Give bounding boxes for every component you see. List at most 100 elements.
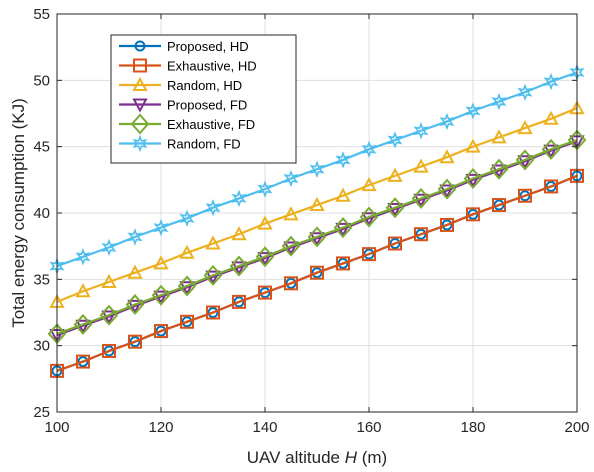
data-point-proposed-hd <box>441 219 453 231</box>
legend-item-exhaustive-fd: Exhaustive, FD <box>119 113 255 135</box>
data-point-random-fd <box>413 122 429 140</box>
data-point-exhaustive-hd <box>128 334 142 349</box>
data-point-exhaustive-fd <box>489 158 509 180</box>
data-point-random-fd <box>517 83 533 101</box>
data-point-random-fd <box>75 248 91 266</box>
data-point-exhaustive-hd <box>102 343 116 358</box>
data-point-proposed-hd <box>389 238 401 250</box>
data-point-exhaustive-fd <box>255 246 275 268</box>
y-tick-label: 40 <box>33 205 50 222</box>
data-point-exhaustive-fd <box>73 313 93 335</box>
y-tick-label: 55 <box>33 6 50 23</box>
data-point-random-hd <box>75 283 91 298</box>
legend-item-proposed-hd: Proposed, HD <box>119 39 249 54</box>
data-point-exhaustive-fd <box>281 235 301 257</box>
legend-item-random-fd: Random, FD <box>119 134 241 153</box>
data-point-exhaustive-fd <box>151 284 171 306</box>
data-point-random-fd <box>257 180 273 198</box>
data-point-random-hd <box>387 167 403 182</box>
data-point-exhaustive-hd <box>466 207 480 222</box>
data-point-random-hd <box>101 273 117 288</box>
legend-marker <box>132 98 148 113</box>
data-point-exhaustive-hd <box>388 236 402 251</box>
data-point-proposed-hd <box>519 190 531 202</box>
data-point-exhaustive-hd <box>76 354 90 369</box>
y-tick-label: 50 <box>33 72 50 89</box>
data-point-proposed-hd <box>311 267 323 279</box>
legend-marker <box>133 58 147 73</box>
x-tick-label: 200 <box>564 419 589 436</box>
data-point-exhaustive-hd <box>440 217 454 232</box>
legend: Proposed, HD Exhaustive, HD Random, HD Prop… <box>110 34 297 164</box>
data-point-proposed-hd <box>103 345 115 357</box>
data-point-exhaustive-hd <box>180 314 194 329</box>
data-point-proposed-hd <box>259 287 271 299</box>
data-point-exhaustive-fd <box>463 168 483 190</box>
data-point-exhaustive-fd <box>333 217 353 239</box>
data-point-random-hd <box>231 226 247 241</box>
legend-label: Exhaustive, HD <box>167 59 257 74</box>
series-line-random-hd <box>56 107 578 303</box>
data-point-exhaustive-hd <box>414 227 428 242</box>
data-point-random-fd <box>153 218 169 237</box>
series-line-random-fd <box>56 71 578 268</box>
data-point-proposed-hd <box>285 277 297 289</box>
data-point-proposed-hd <box>155 325 167 337</box>
legend-label: Random, FD <box>167 137 241 152</box>
legend-label: Exhaustive, FD <box>167 117 255 132</box>
x-axis-label: UAV altitude H (m) <box>247 448 387 467</box>
data-point-exhaustive-hd <box>336 256 350 271</box>
data-point-exhaustive-fd <box>515 149 535 171</box>
data-point-exhaustive-fd <box>359 206 379 228</box>
legend-item-proposed-fd: Proposed, FD <box>119 98 247 113</box>
legend-marker <box>132 76 148 91</box>
data-point-exhaustive-fd <box>177 275 197 297</box>
data-point-exhaustive-hd <box>154 324 168 339</box>
legend-label: Proposed, HD <box>167 39 249 54</box>
series-line-exhaustive-hd <box>56 174 578 372</box>
legend-marker <box>132 134 148 153</box>
data-point-random-hd <box>127 264 143 279</box>
data-point-exhaustive-fd <box>99 304 119 326</box>
data-point-exhaustive-fd <box>307 226 327 248</box>
data-point-random-hd <box>543 110 559 125</box>
legend-label: Random, HD <box>167 78 242 93</box>
y-tick-label: 25 <box>33 404 50 421</box>
data-point-exhaustive-hd <box>492 198 506 213</box>
data-point-random-fd <box>465 102 481 120</box>
data-point-random-hd <box>335 187 351 202</box>
data-point-random-hd <box>361 177 377 192</box>
data-point-random-hd <box>153 255 169 270</box>
data-point-random-fd <box>205 198 221 217</box>
data-point-exhaustive-hd <box>284 276 298 291</box>
x-tick-label: 160 <box>356 419 381 436</box>
data-point-random-fd <box>101 238 117 257</box>
data-point-proposed-hd <box>233 296 245 308</box>
data-point-proposed-hd <box>493 199 505 211</box>
data-point-proposed-hd <box>77 356 89 368</box>
data-point-exhaustive-fd <box>385 197 405 219</box>
x-tick-label: 180 <box>460 419 485 436</box>
legend-marker <box>134 40 146 52</box>
data-point-exhaustive-hd <box>206 305 220 320</box>
series-random-hd <box>49 100 585 308</box>
data-point-exhaustive-hd <box>362 247 376 262</box>
data-point-random-fd <box>387 131 403 149</box>
data-point-random-fd <box>231 189 247 208</box>
data-point-proposed-hd <box>467 208 479 220</box>
data-point-random-hd <box>283 206 299 221</box>
y-tick-label: 45 <box>33 139 50 156</box>
data-point-random-hd <box>413 158 429 173</box>
series-line-exhaustive-fd <box>56 138 578 335</box>
legend-label: Proposed, FD <box>167 98 247 113</box>
data-point-exhaustive-hd <box>518 188 532 203</box>
y-tick-label: 35 <box>33 271 50 288</box>
data-point-exhaustive-hd <box>232 294 246 309</box>
data-point-proposed-hd <box>129 336 141 348</box>
data-point-random-hd <box>517 120 533 135</box>
data-point-proposed-hd <box>337 257 349 269</box>
data-point-random-fd <box>127 228 143 246</box>
data-point-exhaustive-hd <box>258 285 272 300</box>
data-point-random-fd <box>179 209 195 228</box>
data-point-random-hd <box>491 129 507 144</box>
